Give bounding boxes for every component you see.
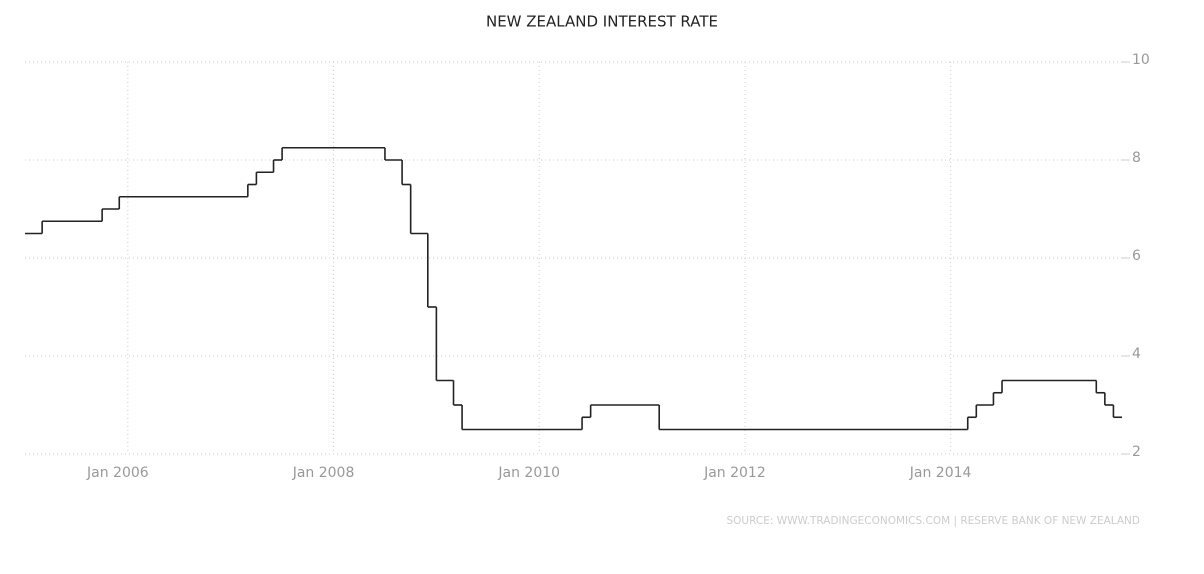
x-tick-label: Jan 2006: [86, 465, 149, 481]
x-tick-label: Jan 2008: [292, 465, 355, 481]
x-tick-label: Jan 2014: [909, 465, 972, 481]
source: SOURCE: WWW.TRADINGECONOMICS.COM | RESER…: [727, 515, 1141, 527]
x-tick-label: Jan 2012: [703, 465, 766, 481]
chart-title: NEW ZEALAND INTEREST RATE: [486, 13, 718, 31]
y-tick-label: 8: [1132, 150, 1141, 166]
y-tick-label: 6: [1132, 248, 1141, 264]
y-tick-label: 2: [1132, 444, 1141, 460]
y-tick-label: 10: [1132, 52, 1150, 68]
x-tick-label: Jan 2010: [497, 465, 560, 481]
y-tick-label: 4: [1132, 346, 1141, 362]
